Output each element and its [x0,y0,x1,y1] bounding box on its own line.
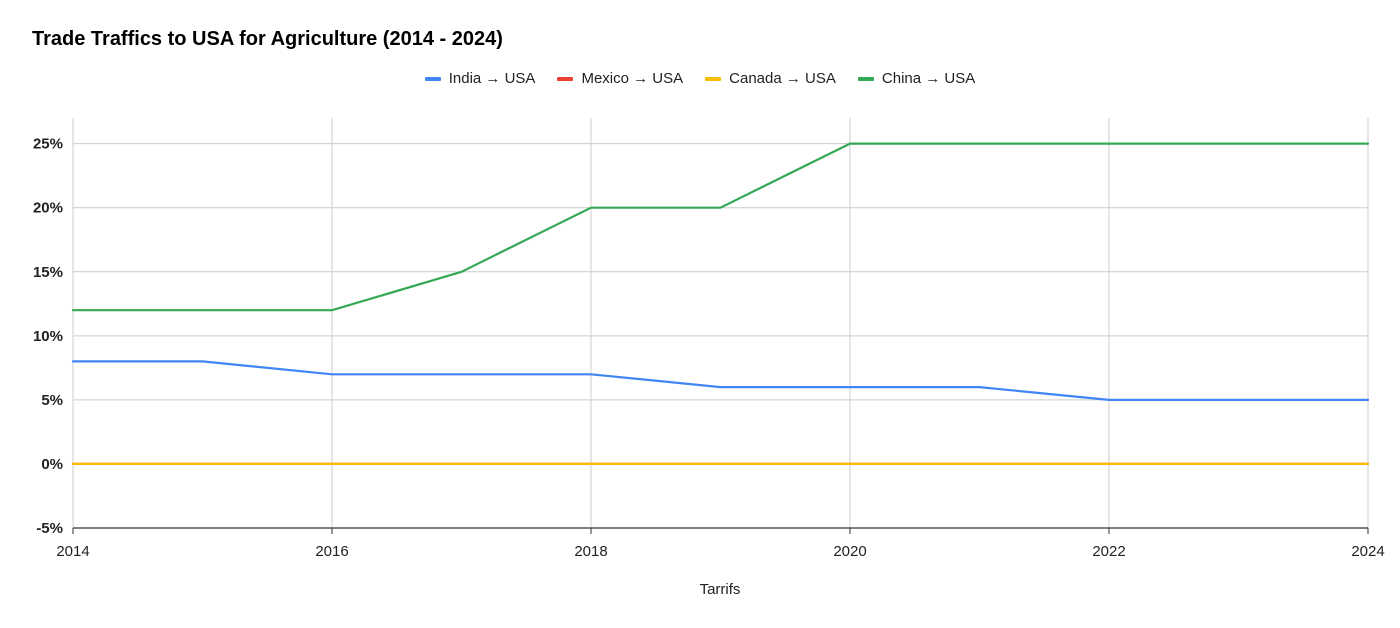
x-tick-label: 2020 [833,543,866,560]
y-tick-label: 15% [33,264,63,281]
legend-label-canada: Canada → USA [729,70,836,87]
chart-title: Trade Traffics to USA for Agriculture (2… [32,28,503,50]
legend-swatch-china [857,76,874,81]
axis-layer: -5% 0% 5% 10% 15% 20% 25% 2014 2016 2018 2020 2022 2… [33,136,1385,560]
legend-label-mexico: Mexico → USA [581,70,684,87]
x-tick-label: 2016 [315,543,348,560]
y-tick-label: 25% [33,136,63,153]
grid-layer [72,118,1369,528]
series-line-3[interactable] [71,142,1370,312]
x-tick-label: 2022 [1092,543,1125,560]
y-tick-label: 5% [41,392,63,409]
y-tick-label: 10% [33,328,63,345]
x-axis-title: Tarrifs [700,581,741,598]
y-tick-label: -5% [36,520,63,537]
x-tick-label: 2014 [56,543,89,560]
legend-item-mexico[interactable]: Mexico → USA [557,70,683,87]
series-layer [71,142,1370,465]
legend-swatch-india [424,76,441,81]
legend-item-china[interactable]: China → USA [857,70,976,87]
series-line-0[interactable] [71,360,1370,401]
legend-item-india[interactable]: India → USA [424,70,536,87]
x-tick-label: 2024 [1351,543,1384,560]
legend-label-china: China → USA [881,70,976,87]
legend-item-canada[interactable]: Canada → USA [705,70,836,87]
legend-swatch-canada [705,76,722,81]
x-tick-label: 2018 [574,543,607,560]
legend-label-india: India → USA [448,70,536,87]
y-tick-label: 20% [33,200,63,217]
legend-swatch-mexico [557,76,574,81]
legend: India → USA Mexico → USA Canada → USA Ch… [0,70,1400,87]
y-tick-label: 0% [41,456,63,473]
